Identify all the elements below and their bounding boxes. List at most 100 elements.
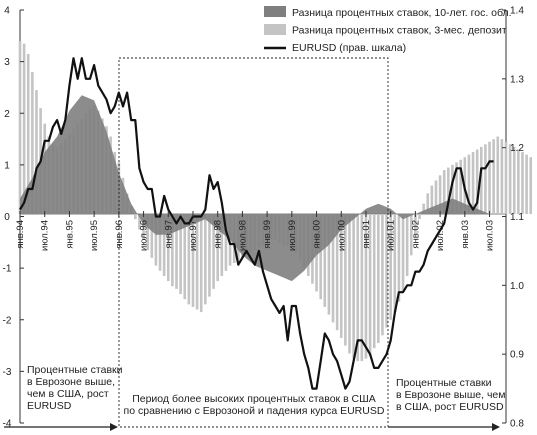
bar-3m-deposit [22, 43, 26, 215]
right-annotation-bg [392, 375, 500, 417]
bar-3m-deposit [447, 167, 450, 214]
bar-3m-deposit [175, 214, 178, 289]
x-axis: янв.94 июл.94 янв.95 июл.95 янв.96 июл.96 янв.… [15, 211, 496, 251]
bar-3m-deposit [179, 214, 182, 295]
bar-3m-deposit [479, 146, 483, 214]
y2-tick-label: 1.3 [510, 74, 524, 85]
line-eurusd [19, 57, 494, 390]
legend-label: Разница процентных ставок, 3-мес. депози… [292, 25, 507, 37]
bar-3m-deposit [171, 214, 174, 287]
bar-3m-deposit [471, 152, 475, 214]
bar-3m-deposit [405, 214, 409, 276]
center-annotation-text: по сравнению с Еврозоной и падения курса… [124, 405, 385, 417]
bar-3m-deposit [414, 214, 417, 235]
bar-3m-deposit [434, 180, 438, 214]
bar-3m-deposit [331, 214, 335, 323]
bar-3m-deposit [35, 90, 38, 214]
y-tick-label: 4 [4, 6, 10, 17]
bar-3m-deposit [335, 214, 339, 331]
series-line-eurusd [19, 57, 494, 390]
right-annotation-text: Процентные ставки [396, 377, 492, 389]
bar-3m-deposit [134, 214, 137, 220]
bar-3m-deposit [488, 141, 491, 214]
x-tick-label: янв.99 [262, 220, 273, 249]
x-tick-label: июл.95 [89, 220, 100, 251]
legend: Разница процентных ставок, 10-лет. гос. … [264, 6, 512, 54]
bar-3m-deposit [492, 139, 495, 214]
bar-3m-deposit [426, 193, 430, 214]
y-tick-label: -3 [3, 367, 12, 378]
bar-3m-deposit [512, 146, 516, 214]
bar-3m-deposit [372, 214, 376, 349]
x-tick-label: янв.96 [114, 220, 125, 249]
bar-3m-deposit [319, 214, 322, 300]
bar-3m-deposit [142, 214, 145, 240]
bar-3m-deposit [162, 214, 166, 276]
y2-tick-label: 0.9 [510, 350, 524, 361]
bar-3m-deposit [529, 157, 533, 214]
area-10y-bond [20, 95, 490, 282]
bar-3m-deposit [18, 41, 22, 215]
left-annotation-text: чем в США, рост [27, 388, 109, 400]
left-annotation-bg [24, 362, 110, 414]
bar-3m-deposit [150, 214, 154, 258]
bar-3m-deposit [525, 154, 528, 214]
bar-3m-deposit [368, 214, 372, 356]
y-tick-label: -4 [3, 419, 12, 430]
bar-3m-deposit [504, 141, 508, 214]
y-tick-label: -2 [3, 315, 12, 326]
bar-3m-deposit [381, 214, 384, 336]
bar-3m-deposit [521, 152, 524, 214]
x-tick-label: янв.03 [460, 220, 471, 249]
bar-3m-deposit [484, 144, 487, 214]
bar-3m-deposit [401, 214, 405, 292]
x-tick-label: июл.98 [237, 220, 248, 251]
center-annotation-text: Период более высоких процентных ставок в… [132, 393, 376, 405]
x-tick-label: янв.00 [312, 220, 323, 249]
left-annotation-text: EURUSD [27, 400, 72, 412]
left-annotation-text: в Еврозоне выше, [27, 376, 115, 388]
bar-3m-deposit [500, 139, 504, 214]
bar-3m-deposit [418, 214, 421, 220]
bar-3m-deposit [191, 214, 195, 307]
bar-3m-deposit [216, 214, 219, 282]
x-tick-label: янв.94 [15, 220, 26, 249]
left-annotation-text: Процентные ставки [27, 364, 123, 376]
x-tick-label: июл.02 [435, 220, 446, 251]
bar-3m-deposit [138, 214, 141, 230]
bar-3m-deposit [187, 214, 191, 305]
bar-3m-deposit [442, 170, 446, 214]
bar-3m-deposit [459, 159, 462, 214]
bar-3m-deposit [154, 214, 158, 266]
x-tick-label: июл.01 [386, 220, 397, 251]
x-tick-label: июл.94 [40, 220, 51, 251]
legend-swatch-10y-bond [264, 6, 286, 17]
bar-3m-deposit [422, 203, 425, 214]
legend-label: Разница процентных ставок, 10-лет. гос. … [292, 7, 512, 19]
x-tick-label: янв.95 [64, 220, 75, 249]
bar-3m-deposit [385, 214, 388, 328]
bar-3m-deposit [212, 214, 215, 289]
y2-tick-label: 1.1 [510, 212, 524, 223]
bar-3m-deposit [409, 214, 413, 256]
bar-3m-deposit [31, 72, 34, 214]
bar-3m-deposit [360, 214, 364, 362]
bar-3m-deposit [158, 214, 162, 271]
bar-3m-deposit [344, 214, 347, 346]
y-tick-label: 2 [4, 109, 10, 120]
bar-3m-deposit [352, 214, 355, 359]
bar-3m-deposit [199, 214, 203, 313]
bar-3m-deposit [364, 214, 368, 359]
y-tick-label: 0 [4, 212, 10, 223]
legend-swatch-3m-deposit [264, 24, 286, 35]
x-tick-label: июл.03 [485, 220, 496, 251]
x-tick-label: янв.02 [410, 220, 421, 249]
bar-3m-deposit [397, 214, 401, 302]
bar-3m-deposit [517, 149, 520, 214]
bar-3m-deposit [183, 214, 187, 300]
bar-3m-deposit [438, 175, 442, 214]
x-tick-label: янв.98 [213, 220, 224, 249]
y-tick-label: 3 [4, 57, 10, 68]
